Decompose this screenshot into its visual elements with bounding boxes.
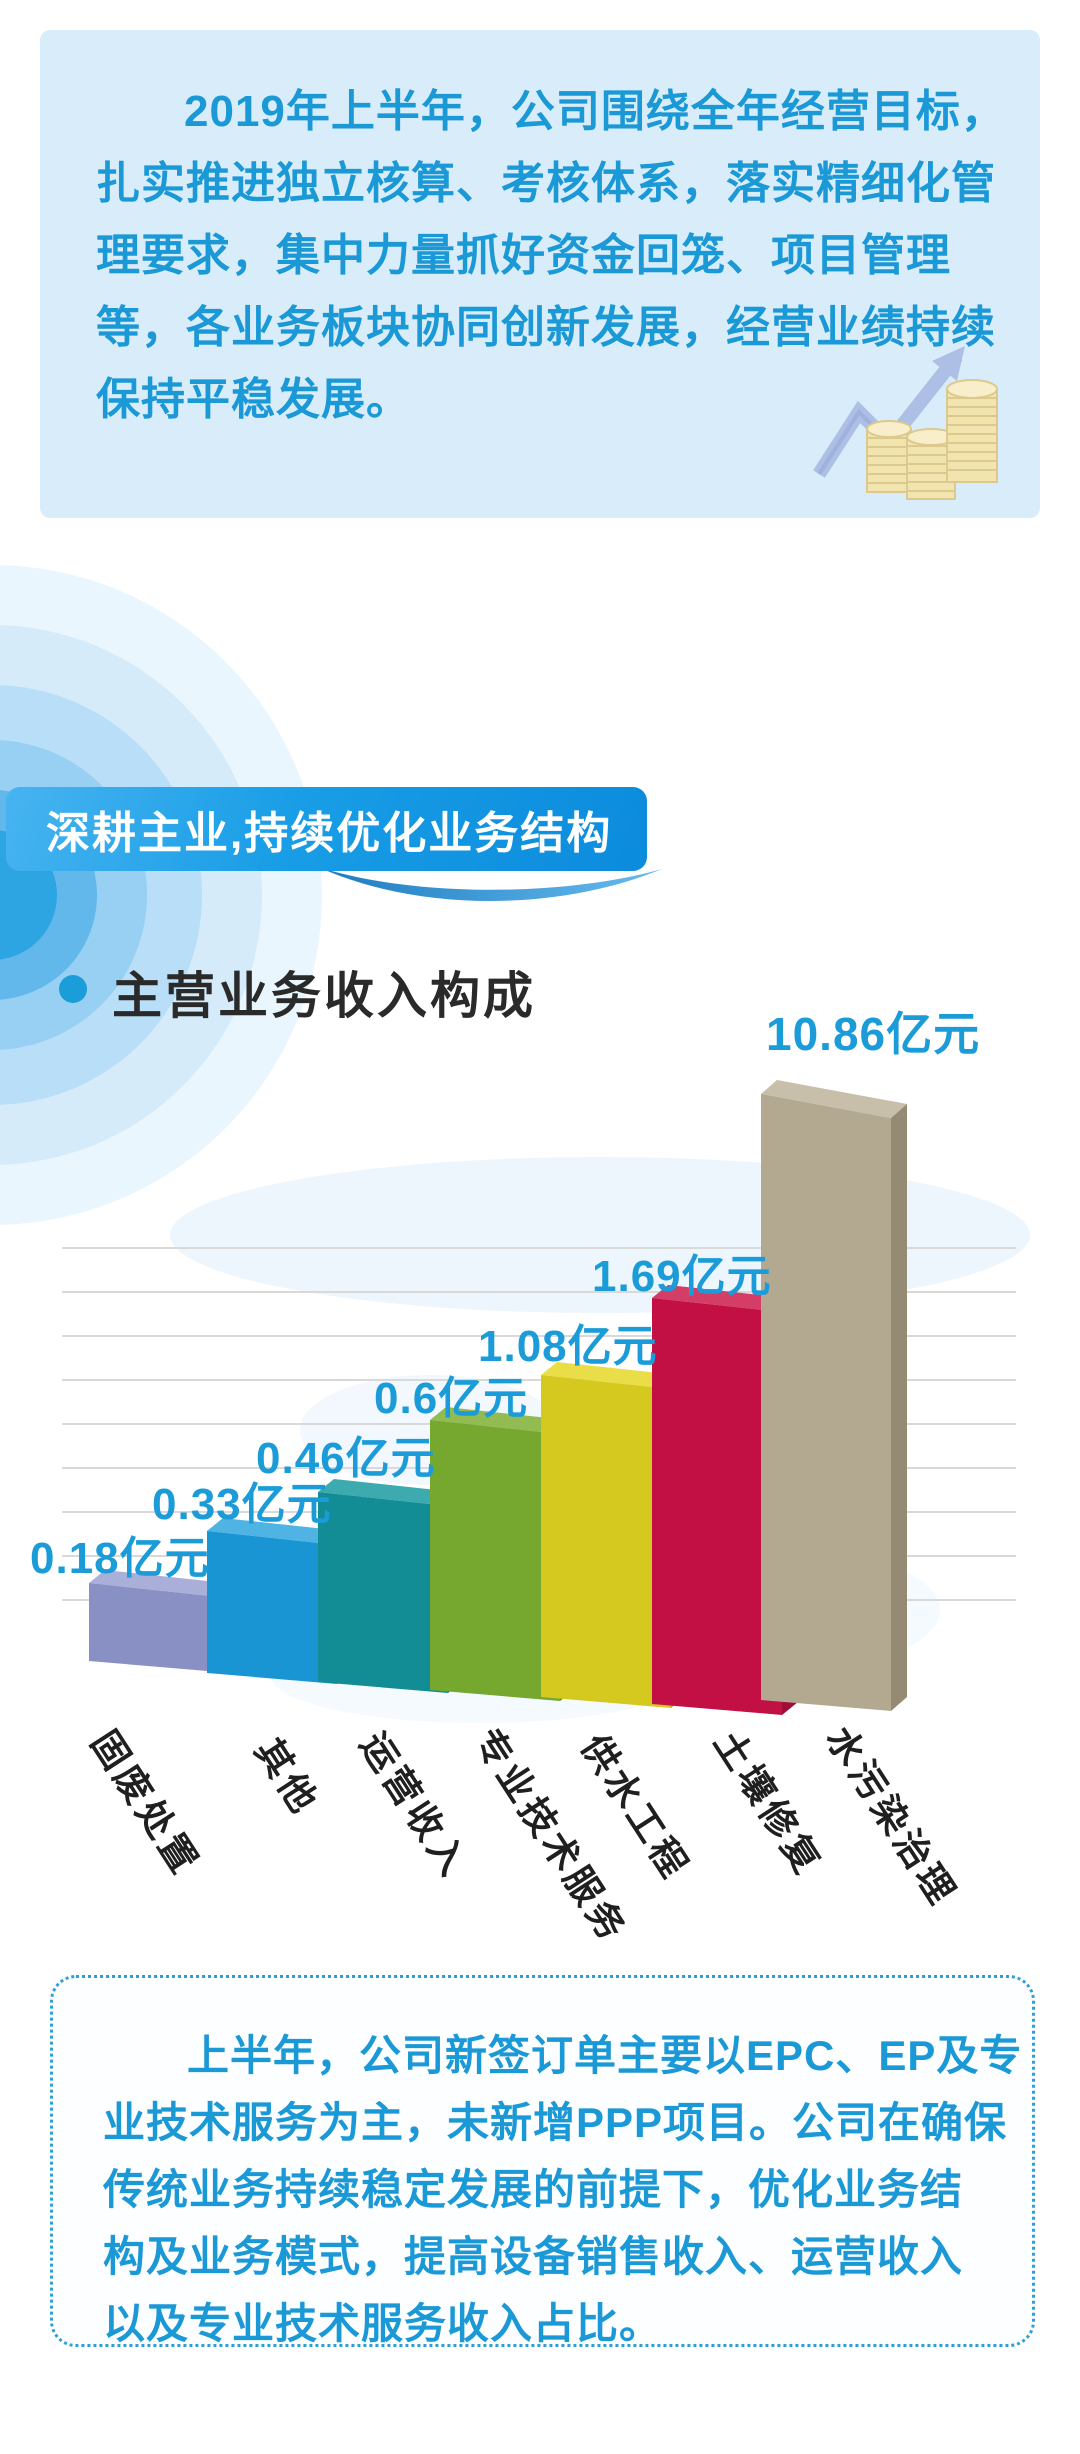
bar-chart <box>62 1080 1030 1723</box>
summary-line: 以及专业技术服务收入占比。 <box>103 2300 663 2347</box>
intro-line: 等，各业务板块协同创新发展，经营业绩持续 <box>96 303 996 352</box>
bar-value-label: 1.08亿元 <box>478 1322 658 1371</box>
bar-category-label: 水污染治理 <box>818 1719 965 1914</box>
section-heading: 主营业务收入构成 <box>112 968 536 1024</box>
bar-category-label: 其他 <box>247 1731 327 1823</box>
section-banner: 深耕主业,持续优化业务结构 <box>6 787 647 871</box>
bar-value-label: 1.69亿元 <box>592 1252 772 1301</box>
bar-value-label: 0.6亿元 <box>374 1374 529 1423</box>
summary-line: 上半年，公司新签订单主要以EPC、EP及专 <box>187 2032 1023 2079</box>
summary-line: 构及业务模式，提高设备销售收入、运营收入 <box>103 2233 964 2280</box>
intro-line: 2019年上半年，公司围绕全年经营目标， <box>184 87 1006 136</box>
section-bullet-icon <box>59 975 87 1003</box>
bar-value-label: 10.86亿元 <box>766 1008 981 1060</box>
intro-line: 理要求，集中力量抓好资金回笼、项目管理 <box>96 231 951 280</box>
coin-stack-icon <box>866 420 912 493</box>
bar-value-label: 0.46亿元 <box>256 1434 436 1483</box>
summary-line: 传统业务持续稳定发展的前提下，优化业务结 <box>103 2166 964 2213</box>
bar-water-pollution <box>761 1080 907 1711</box>
growth-coins-illustration <box>813 346 998 500</box>
banner-shadow-swoosh <box>318 867 662 901</box>
coin-stack-icon <box>946 379 998 483</box>
bar-value-label: 0.33亿元 <box>152 1480 332 1529</box>
summary-card: 上半年，公司新签订单主要以EPC、EP及专 业技术服务为主，未新增PPP项目。公… <box>50 1975 1035 2347</box>
bar-value-label: 0.18亿元 <box>30 1534 210 1583</box>
intro-line: 保持平稳发展。 <box>96 375 411 424</box>
intro-card: 2019年上半年，公司围绕全年经营目标， 扎实推进独立核算、考核体系，落实精细化… <box>40 30 1040 518</box>
summary-line: 业技术服务为主，未新增PPP项目。公司在确保 <box>103 2099 1008 2146</box>
intro-line: 扎实推进独立核算、考核体系，落实精细化管 <box>96 159 996 208</box>
bar-category-label: 固废处置 <box>83 1723 207 1884</box>
banner-title: 深耕主业,持续优化业务结构 <box>46 809 613 858</box>
